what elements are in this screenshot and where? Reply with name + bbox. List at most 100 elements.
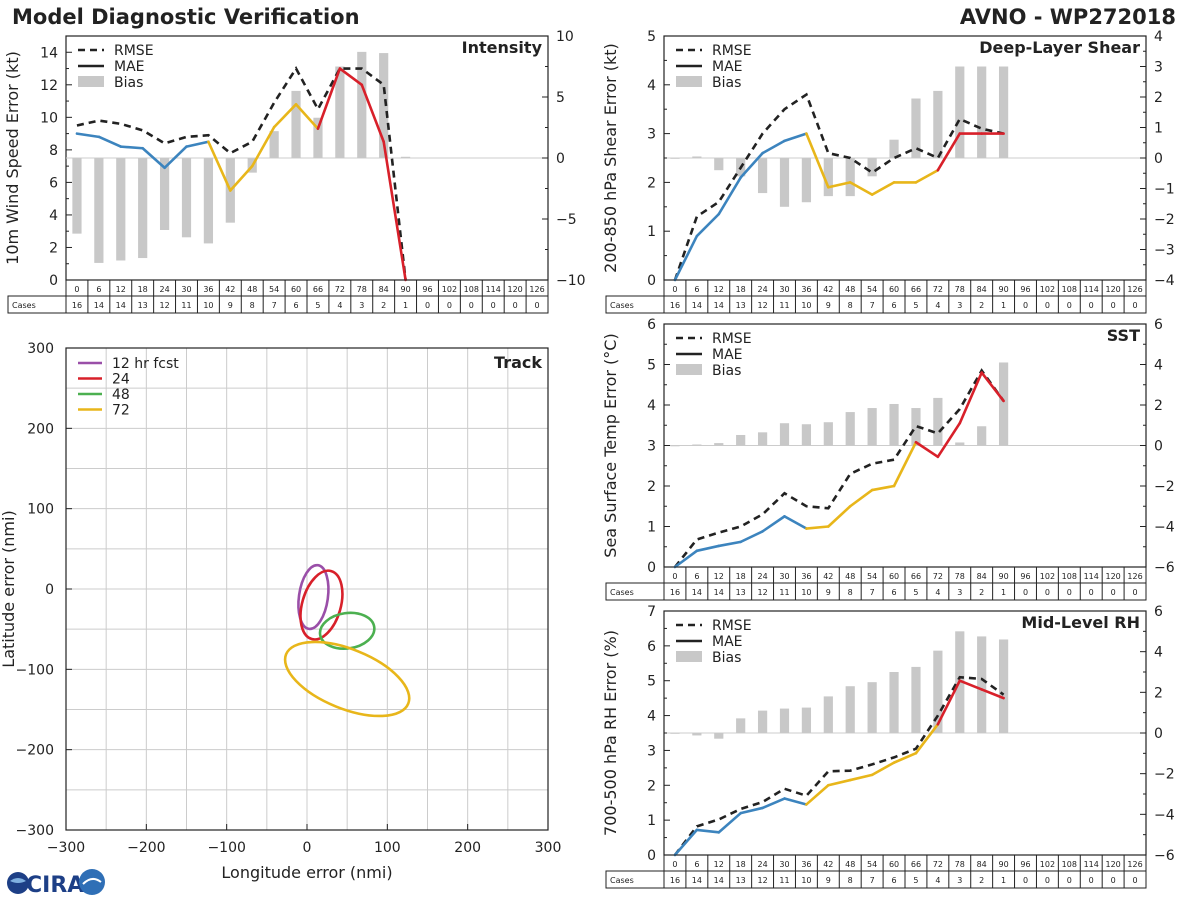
mae-series-segment <box>739 151 764 179</box>
lead-hour-label: 96 <box>1020 572 1030 581</box>
lead-hour-label: 120 <box>1105 285 1120 294</box>
lead-hour-label: 78 <box>357 285 367 294</box>
legend-bias-swatch <box>676 651 702 662</box>
y-tick-label: −100 <box>16 662 54 678</box>
legend-mae-label: MAE <box>114 59 145 75</box>
mae-series-segment <box>805 132 830 189</box>
cases-row-label: Cases <box>610 876 634 885</box>
lead-hour-label: 120 <box>1105 860 1120 869</box>
bias-bar <box>714 443 724 446</box>
mae-series-segment <box>783 132 808 143</box>
bias-bar <box>779 708 790 733</box>
case-count-label: 6 <box>891 876 896 885</box>
globe-swirl <box>10 878 26 883</box>
lead-hour-label: 90 <box>998 572 1008 581</box>
lead-hour-label: 126 <box>1127 572 1142 581</box>
case-count-label: 12 <box>159 301 169 310</box>
case-count-label: 9 <box>228 301 233 310</box>
lead-hour-label: 66 <box>313 285 323 294</box>
bias-bar <box>757 432 768 446</box>
bias-bar <box>379 53 389 158</box>
x-tick-label: 200 <box>454 840 481 856</box>
case-count-label: 14 <box>94 301 104 310</box>
case-count-label: 1 <box>1001 301 1006 310</box>
mae-series-segment <box>761 797 786 810</box>
y-tick-label: −200 <box>16 743 54 759</box>
case-count-label: 10 <box>801 301 811 310</box>
y-tick-label: 4 <box>49 208 58 224</box>
case-count-label: 7 <box>272 301 277 310</box>
lead-hour-label: 12 <box>714 860 724 869</box>
case-count-label: 16 <box>670 876 680 885</box>
case-count-label: 8 <box>848 876 853 885</box>
mae-series-segment <box>360 83 385 144</box>
y2-tick-label: 4 <box>1154 29 1163 45</box>
bias-bar <box>335 66 345 158</box>
bias-bar <box>867 408 877 446</box>
bias-bar <box>911 408 921 446</box>
mae-series-segment <box>805 783 830 806</box>
x-tick-label: 300 <box>535 840 562 856</box>
y-tick-label: 3 <box>647 127 656 143</box>
mae-series-segment <box>870 484 896 492</box>
bias-bar <box>998 66 1009 158</box>
bias-bar <box>933 90 943 158</box>
lead-hour-label: 12 <box>116 285 126 294</box>
mae-series-segment <box>75 132 101 139</box>
lead-hour-label: 114 <box>486 285 501 294</box>
lead-hour-label: 78 <box>955 860 965 869</box>
case-count-label: 6 <box>293 301 298 310</box>
case-count-label: 14 <box>714 876 724 885</box>
lead-hour-label: 24 <box>757 860 767 869</box>
y-axis-label: Sea Surface Temp Error (°C) <box>601 333 620 557</box>
legend-bias-label: Bias <box>114 75 143 91</box>
case-count-label: 16 <box>670 588 680 597</box>
y2-tick-label: 0 <box>1154 151 1163 167</box>
lead-hour-label: 42 <box>225 285 235 294</box>
mae-series-segment <box>141 146 166 170</box>
lead-hour-label: 42 <box>823 572 833 581</box>
lead-hour-label: 126 <box>529 285 544 294</box>
case-count-label: 0 <box>1111 301 1116 310</box>
bias-bar <box>757 710 768 733</box>
cira-logo: CIRA <box>7 869 105 898</box>
y-tick-label: 3 <box>647 743 656 759</box>
bias-bar <box>670 158 680 159</box>
case-count-label: 0 <box>534 301 539 310</box>
y-tick-label: 8 <box>49 143 58 159</box>
y-tick-label: 1 <box>647 813 656 829</box>
case-count-label: 4 <box>935 301 940 310</box>
mae-series-segment <box>980 371 1005 403</box>
lead-hour-label: 48 <box>247 285 257 294</box>
rmse-series-line <box>76 65 407 281</box>
lead-hour-label: 108 <box>464 285 479 294</box>
lead-hour-label: 0 <box>672 572 677 581</box>
bias-bar <box>159 158 170 230</box>
y-tick-label: 6 <box>647 639 656 655</box>
mae-series-segment <box>761 139 786 155</box>
mae-series-segment <box>316 67 342 131</box>
case-count-label: 0 <box>1045 588 1050 597</box>
mae-series-segment <box>250 125 276 168</box>
case-count-label: 0 <box>1023 301 1028 310</box>
legend-mae-label: MAE <box>712 347 743 363</box>
y2-tick-label: −2 <box>1154 212 1175 228</box>
y2-tick-label: −10 <box>556 273 586 289</box>
cira-logo-text: CIRA <box>26 873 84 898</box>
bias-bar <box>692 444 702 446</box>
y-axis-label: Latitude error (nmi) <box>0 510 18 667</box>
y2-tick-label: 6 <box>1154 604 1163 620</box>
mae-series-segment <box>338 67 364 87</box>
legend-track-label: 72 <box>112 403 130 419</box>
case-count-label: 0 <box>1089 588 1094 597</box>
lead-hour-label: 102 <box>1040 572 1055 581</box>
case-count-label: 5 <box>913 876 918 885</box>
lead-hour-label: 72 <box>933 860 943 869</box>
lead-hour-label: 54 <box>867 572 877 581</box>
lead-hour-label: 12 <box>714 285 724 294</box>
case-count-label: 16 <box>670 301 680 310</box>
case-count-label: 14 <box>692 588 702 597</box>
bias-bar <box>203 158 214 244</box>
legend-track-label: 48 <box>112 387 130 403</box>
mae-series-segment <box>848 488 874 508</box>
